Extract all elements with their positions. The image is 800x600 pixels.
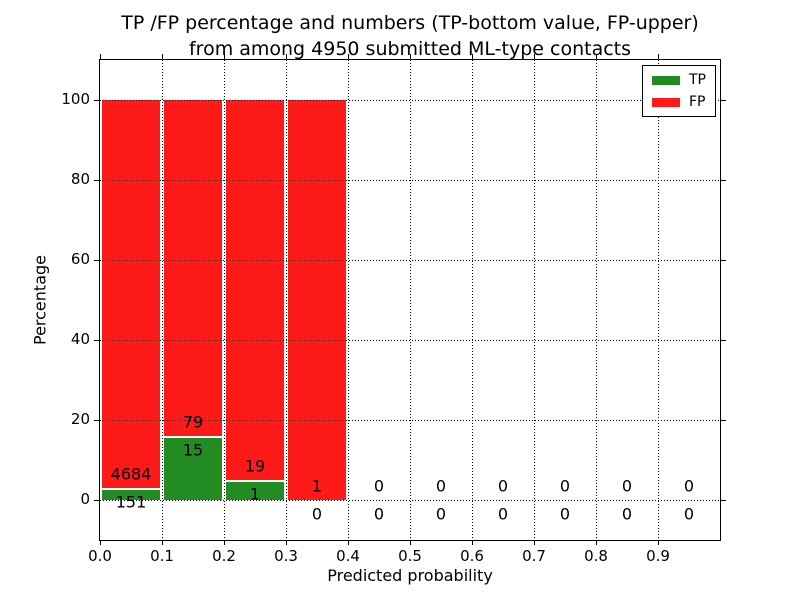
chart-title-line1: TP /FP percentage and numbers (TP-bottom…	[121, 12, 699, 34]
bar-segment-fp	[163, 100, 223, 437]
x-tick-mark-top	[286, 54, 287, 59]
x-tick-mark	[658, 540, 659, 545]
x-tick-mark-top	[410, 54, 411, 59]
tp-count-label: 15	[182, 440, 204, 460]
x-tick-label: 0.5	[398, 547, 422, 565]
x-tick-mark	[472, 540, 473, 545]
bar-segment-tp	[101, 487, 161, 500]
x-tick-mark	[596, 540, 597, 545]
x-tick-mark-top	[534, 54, 535, 59]
y-tick-mark	[94, 340, 99, 341]
y-tick-mark-right	[721, 180, 726, 181]
plot-area: 4684 151 79 15 19 1 1 0 0 0 0 0 0 0 0 0 0 0 0 0 0.0 0.1 0.2 0.…	[61, 54, 726, 565]
x-tick-mark-top	[472, 54, 473, 59]
fp-count-label: 0	[559, 476, 571, 496]
y-tick-mark-right	[721, 420, 726, 421]
x-axis-label: Predicted probability	[327, 566, 493, 585]
y-tick-mark	[94, 420, 99, 421]
x-tick-label: 0.8	[584, 547, 608, 565]
y-tick-label: 60	[70, 250, 90, 268]
x-tick-mark	[348, 540, 349, 545]
chart-title: TP /FP percentage and numbers (TP-bottom…	[99, 10, 721, 62]
x-tick-label: 0.0	[88, 547, 112, 565]
tp-count-label: 0	[683, 504, 695, 524]
legend: TP FP	[642, 65, 716, 117]
y-tick-label: 0	[80, 490, 90, 508]
legend-swatch-fp	[652, 97, 680, 107]
bars-layer	[100, 60, 720, 540]
x-tick-label: 0.7	[522, 547, 546, 565]
tp-count-label: 0	[497, 504, 509, 524]
fp-count-label: 0	[435, 476, 447, 496]
tp-count-label: 1	[249, 484, 261, 504]
x-tick-mark	[534, 540, 535, 545]
x-tick-mark	[286, 540, 287, 545]
y-tick-label: 20	[70, 410, 90, 428]
legend-label-fp: FP	[689, 94, 706, 110]
bar-segment-tp	[163, 436, 223, 500]
bar-segment-fp	[287, 100, 347, 500]
x-tick-mark	[162, 540, 163, 545]
x-tick-mark	[100, 540, 101, 545]
y-tick-mark-right	[721, 340, 726, 341]
ticks-layer: 0.0 0.1 0.2 0.3 0.4 0.5 0.6 0.7 0.8 0.9 0 20 40 60 80 1…	[61, 54, 726, 565]
legend-entry-fp: FP	[652, 95, 706, 109]
x-tick-mark	[410, 540, 411, 545]
y-tick-mark	[94, 260, 99, 261]
fp-count-label: 4684	[110, 464, 152, 483]
x-tick-label: 0.6	[460, 547, 484, 565]
x-tick-mark-top	[348, 54, 349, 59]
y-tick-mark-right	[721, 260, 726, 261]
fp-count-label: 0	[373, 476, 385, 496]
y-tick-label: 80	[70, 170, 90, 188]
tp-count-label: 0	[373, 504, 385, 524]
fp-count-label: 0	[683, 476, 695, 496]
bar-segment-fp	[225, 100, 285, 480]
y-tick-mark	[94, 500, 99, 501]
x-tick-mark-top	[224, 54, 225, 59]
y-tick-mark	[94, 180, 99, 181]
tp-count-label: 151	[115, 492, 147, 511]
y-tick-label: 40	[70, 330, 90, 348]
y-tick-mark-right	[721, 100, 726, 101]
legend-swatch-tp	[652, 75, 680, 85]
count-labels-layer: 4684 151 79 15 19 1 1 0 0 0 0 0 0 0 0 0 0 0 0 0	[100, 60, 720, 540]
fp-count-label: 0	[497, 476, 509, 496]
bar-segment-fp	[101, 100, 161, 488]
tp-count-label: 0	[559, 504, 571, 524]
fp-count-label: 1	[311, 476, 323, 496]
legend-entry-tp: TP	[652, 73, 706, 87]
fp-count-label: 0	[621, 476, 633, 496]
y-tick-mark-right	[721, 500, 726, 501]
x-tick-mark-top	[658, 54, 659, 59]
x-tick-mark	[224, 540, 225, 545]
x-tick-mark-top	[596, 54, 597, 59]
y-axis-label: Percentage	[30, 254, 50, 346]
bar-segment-tp	[225, 480, 285, 500]
tp-count-label: 0	[435, 504, 447, 524]
x-tick-label: 0.1	[150, 547, 174, 565]
fp-count-label: 19	[244, 456, 266, 476]
fp-count-label: 79	[182, 412, 204, 432]
y-tick-label: 100	[61, 90, 90, 108]
chart-title-line2: from among 4950 submitted ML-type contac…	[188, 38, 632, 61]
x-tick-mark-top	[162, 54, 163, 59]
legend-label-tp: TP	[689, 72, 706, 88]
x-tick-label: 0.2	[212, 547, 236, 565]
tp-count-label: 0	[621, 504, 633, 524]
tp-count-label: 0	[311, 504, 323, 524]
x-tick-label: 0.9	[646, 547, 670, 565]
y-tick-mark	[94, 100, 99, 101]
x-tick-label: 0.4	[336, 547, 360, 565]
x-tick-label: 0.3	[274, 547, 298, 565]
x-tick-mark-top	[100, 54, 101, 59]
